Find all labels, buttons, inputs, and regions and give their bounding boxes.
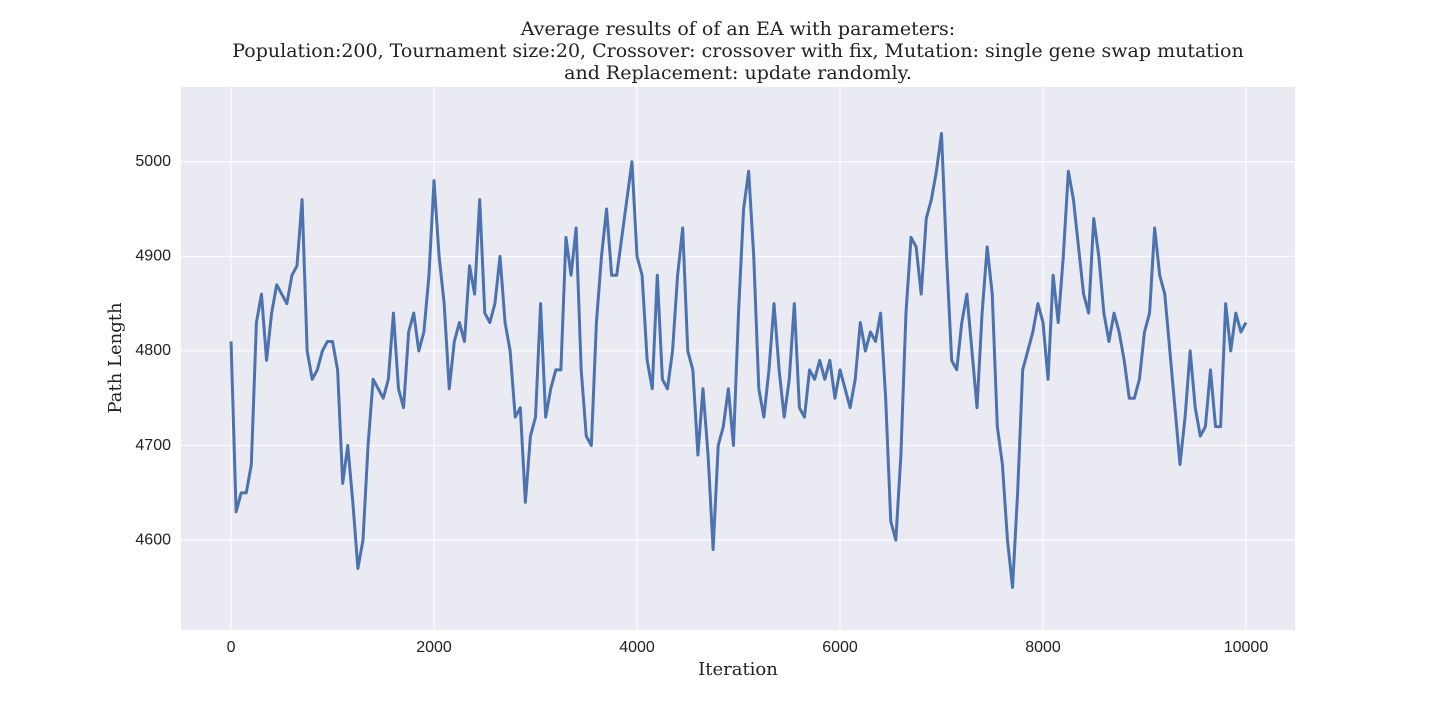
data-line xyxy=(229,131,1248,589)
x-tick-label: 4000 xyxy=(619,639,655,656)
y-tick-label: 4800 xyxy=(135,342,171,359)
x-axis-label: Iteration xyxy=(698,659,778,680)
x-tick-label: 6000 xyxy=(822,639,858,656)
y-tick-label: 4700 xyxy=(135,437,171,454)
x-tick-label: 0 xyxy=(227,639,236,656)
chart-title: Population:200, Tournament size:20, Cros… xyxy=(232,40,1243,62)
x-tick-label: 2000 xyxy=(416,639,452,656)
y-axis-label: Path Length xyxy=(105,302,126,414)
chart-title: Average results of of an EA with paramet… xyxy=(520,18,955,40)
chart-title: and Replacement: update randomly. xyxy=(564,62,912,84)
x-tick-label: 10000 xyxy=(1224,639,1269,656)
y-tick-label: 5000 xyxy=(135,153,171,170)
y-tick-label: 4900 xyxy=(135,248,171,265)
x-tick-label: 8000 xyxy=(1025,639,1061,656)
y-tick-label: 4600 xyxy=(135,531,171,548)
